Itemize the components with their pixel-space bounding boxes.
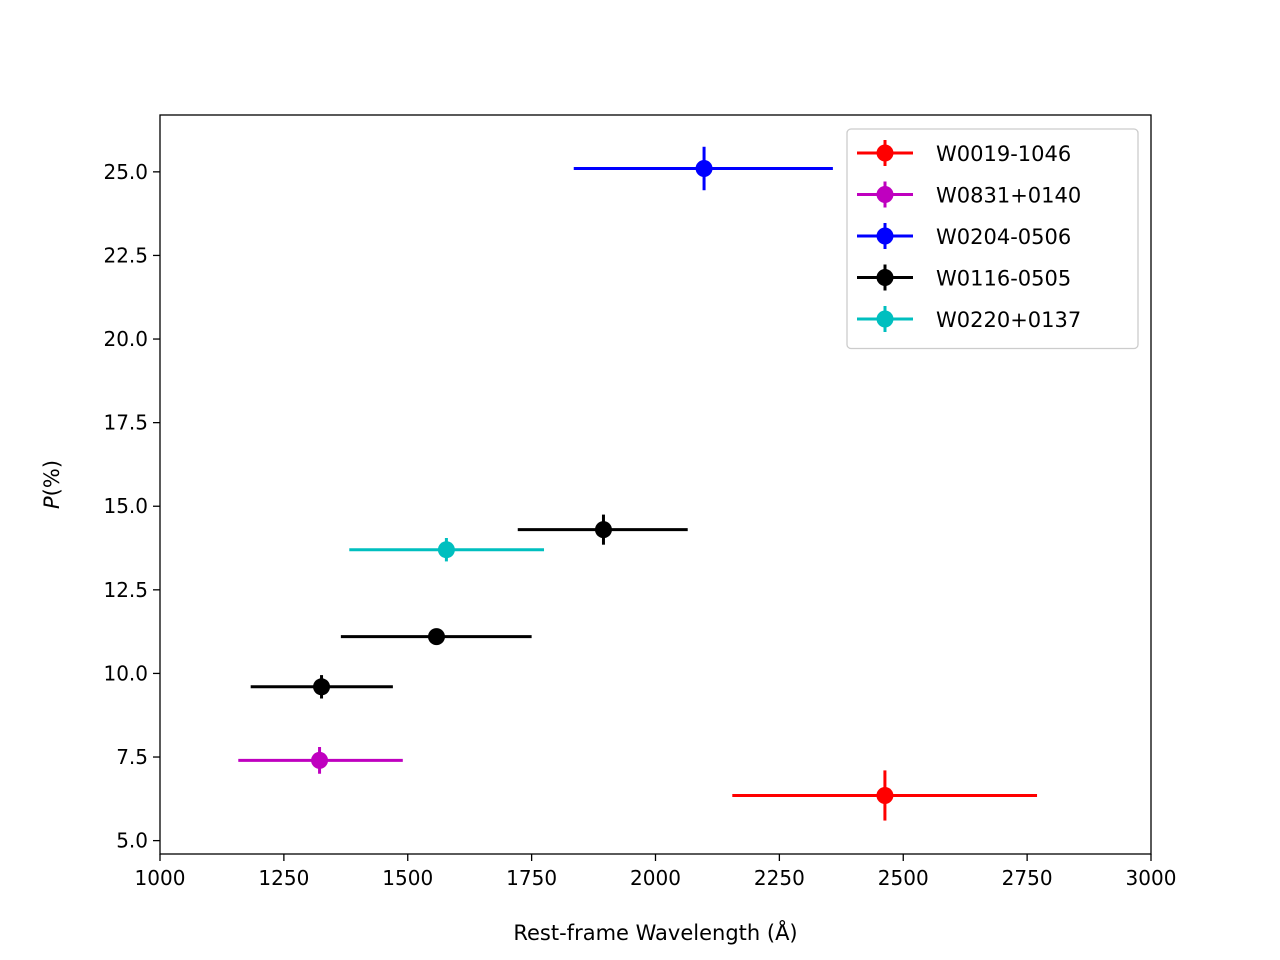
legend-label: W0116-0505	[936, 267, 1071, 291]
legend: W0019-1046 W0831+0140 W0204-0506 W0116-0505…	[846, 128, 1139, 350]
y-tick-label: 12.5	[103, 578, 148, 602]
legend-label: W0019-1046	[936, 142, 1071, 166]
y-tick-label: 10.0	[103, 661, 148, 685]
legend-entry: W0019-1046	[857, 140, 1071, 166]
legend-marker	[876, 227, 894, 245]
data-point	[311, 751, 329, 769]
legend-label: W0204-0506	[936, 225, 1071, 249]
legend-marker	[876, 186, 894, 203]
legend-entry: W0116-0505	[857, 264, 1071, 291]
legend-entry: W0204-0506	[857, 223, 1071, 249]
legend-marker	[876, 310, 894, 328]
x-tick-label: 1000	[135, 866, 186, 890]
data-point	[695, 160, 713, 178]
x-tick-label: 1500	[382, 866, 433, 890]
y-axis-label: P(%)	[40, 460, 64, 509]
y-tick-label: 25.0	[103, 160, 148, 184]
x-axis-label: Rest-frame Wavelength (Å)	[513, 919, 797, 945]
y-tick-label: 22.5	[103, 243, 148, 267]
series-layer	[238, 146, 1038, 821]
legend-label: W0220+0137	[936, 308, 1081, 332]
y-axis: 5.0 7.5 10.0 12.5 15.0 17.5 20.0 22.5 25.0	[103, 160, 160, 853]
y-axis-label-rest: (%)	[40, 460, 64, 496]
legend-marker	[876, 269, 894, 286]
x-axis: 1000 1250 1500 1750 2000 2250 2500 2750 3000	[135, 854, 1177, 890]
y-axis-label-italic: P	[40, 496, 64, 509]
legend-marker	[876, 144, 894, 162]
data-point	[876, 786, 894, 804]
y-tick-label: 7.5	[116, 745, 148, 769]
y-tick-label: 5.0	[116, 829, 148, 853]
y-tick-label: 15.0	[103, 494, 148, 518]
y-tick-label: 17.5	[103, 411, 148, 435]
legend-box	[846, 128, 1139, 350]
x-tick-label: 2750	[1002, 866, 1053, 890]
x-tick-label: 2250	[754, 866, 805, 890]
data-point	[437, 541, 455, 559]
legend-entry: W0220+0137	[857, 306, 1081, 332]
x-tick-label: 1750	[506, 866, 557, 890]
y-tick-label: 20.0	[103, 327, 148, 351]
x-tick-label: 3000	[1126, 866, 1177, 890]
data-point	[313, 678, 331, 696]
x-tick-label: 2500	[878, 866, 929, 890]
legend-entry: W0831+0140	[857, 181, 1081, 208]
data-point	[594, 521, 612, 539]
data-point	[427, 628, 445, 646]
legend-label: W0831+0140	[936, 184, 1081, 208]
x-tick-label: 2000	[630, 866, 681, 890]
x-tick-label: 1250	[258, 866, 309, 890]
